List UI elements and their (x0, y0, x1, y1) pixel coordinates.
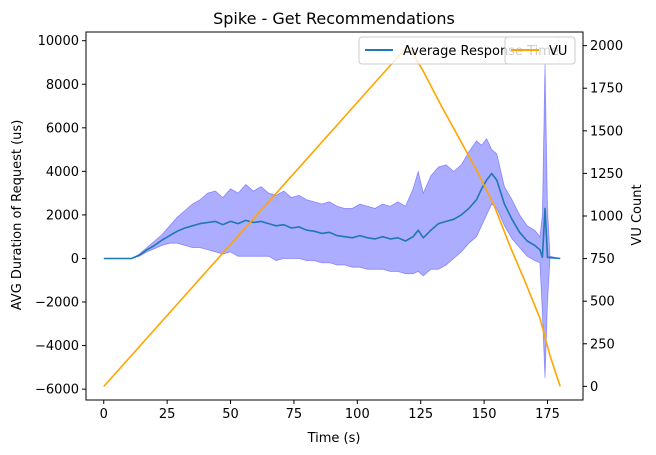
y2-tick-label: 1750 (590, 82, 623, 97)
x-tick-label: 75 (286, 407, 303, 422)
y2-tick-label: 1500 (590, 124, 623, 139)
bottom-axis: 0 25 50 75 100 125 150 175 (100, 400, 560, 422)
y2-tick-label: 1250 (590, 167, 623, 182)
left-axis: −6000 −4000 −2000 0 2000 4000 6000 8000 10000 (35, 34, 86, 398)
average-response-time-line (103, 172, 561, 260)
y-tick-label: −4000 (35, 339, 79, 354)
y2-tick-label: 250 (590, 337, 615, 352)
y2-axis-label: VU Count (630, 184, 645, 245)
x-tick-label: 50 (222, 407, 239, 422)
x-tick-label: 150 (472, 407, 497, 422)
x-tick-label: 0 (100, 407, 108, 422)
y-tick-label: 2000 (46, 208, 79, 223)
plot-area (103, 44, 561, 387)
y-tick-label: −2000 (35, 296, 79, 311)
x-tick-label: 100 (345, 407, 370, 422)
y2-tick-label: 0 (590, 380, 598, 395)
vu-line (103, 44, 561, 387)
x-tick-label: 175 (535, 407, 560, 422)
x-axis-label: Time (s) (307, 431, 361, 446)
legend-vu-box (504, 36, 576, 65)
y-tick-label: 6000 (46, 121, 79, 136)
y-axis-label: AVG Duration of Request (us) (10, 120, 25, 311)
right-axis: 0 250 500 750 1000 1250 1500 1750 2000 (583, 39, 623, 395)
legend-vu: VU (504, 36, 576, 65)
legend-vu-label: VU (549, 44, 567, 59)
y-tick-label: 0 (71, 252, 79, 267)
y2-tick-label: 2000 (590, 39, 623, 54)
y2-tick-label: 750 (590, 252, 615, 267)
y-tick-label: 4000 (46, 165, 79, 180)
y-tick-label: 10000 (38, 34, 79, 49)
y-tick-label: −6000 (35, 383, 79, 398)
y2-tick-label: 500 (590, 295, 615, 310)
x-tick-label: 125 (408, 407, 433, 422)
y-tick-label: 8000 (46, 78, 79, 93)
chart-title: Spike - Get Recommendations (213, 9, 455, 28)
x-tick-label: 25 (159, 407, 176, 422)
y2-tick-label: 1000 (590, 210, 623, 225)
